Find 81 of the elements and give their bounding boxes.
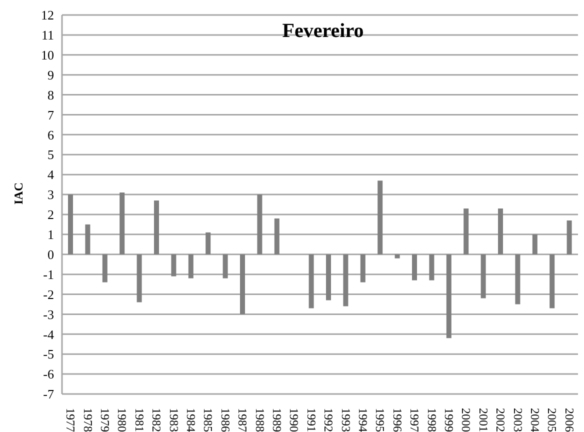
x-tick-label: 2002 <box>494 408 508 432</box>
y-tick-label: -2 <box>43 286 54 302</box>
x-tick-label: 2001 <box>476 408 490 432</box>
bar <box>532 234 538 254</box>
y-tick-label: -7 <box>43 386 54 402</box>
x-tick-label: 2006 <box>562 408 576 432</box>
bar <box>429 254 434 280</box>
x-tick-label: 1983 <box>166 408 181 432</box>
x-tick-label: 1988 <box>252 408 267 432</box>
y-tick-label: 0 <box>48 246 54 262</box>
x-tick-label: 1978 <box>80 408 95 432</box>
chart-title: Fevereiro <box>281 20 365 43</box>
bar <box>308 254 314 308</box>
x-tick-label: 2000 <box>459 408 474 432</box>
bar <box>274 218 280 254</box>
bar <box>102 254 108 282</box>
bar <box>154 200 159 254</box>
y-tick-label: -4 <box>43 326 54 342</box>
x-tick-label: 1986 <box>218 408 232 432</box>
y-tick-label: 5 <box>48 147 54 162</box>
bar <box>412 254 417 280</box>
bar <box>566 220 572 254</box>
bar <box>446 254 452 338</box>
y-tick-label: -6 <box>43 366 54 382</box>
x-tick-label: 1996 <box>390 408 404 432</box>
x-tick-label: 1994 <box>356 408 370 432</box>
bar <box>188 254 194 278</box>
bar <box>498 208 503 254</box>
x-tick-label: 1998 <box>424 408 439 432</box>
x-tick-label: 2005 <box>545 408 560 432</box>
y-tick-label: 1 <box>48 227 54 242</box>
x-tick-label: 1979 <box>98 408 112 432</box>
y-tick-label: 9 <box>48 67 54 82</box>
y-tick-label: -3 <box>43 306 54 322</box>
y-tick-label: 12 <box>41 8 54 23</box>
bar <box>378 180 383 254</box>
bar <box>136 254 142 302</box>
x-tick-label: 1980 <box>115 408 130 432</box>
bar <box>550 254 555 308</box>
x-tick-label: 1992 <box>322 408 336 432</box>
y-tick-label: 11 <box>41 28 54 43</box>
x-tick-label: 1982 <box>150 408 164 432</box>
y-tick-label: 6 <box>48 127 54 142</box>
bar <box>222 254 228 278</box>
x-tick-label: 1987 <box>236 408 250 432</box>
x-tick-label: 1977 <box>64 408 78 432</box>
bar <box>171 254 176 276</box>
x-tick-label: 2004 <box>528 408 542 432</box>
x-tick-label: 1999 <box>442 408 456 432</box>
bar <box>257 194 262 254</box>
x-tick-label: 1989 <box>270 408 284 432</box>
y-tick-label: 8 <box>48 87 54 102</box>
x-tick-label: 1984 <box>184 408 198 432</box>
y-tick-label: 4 <box>48 167 54 182</box>
bar <box>480 254 486 298</box>
bar <box>394 254 400 258</box>
bar <box>360 254 366 282</box>
bar <box>68 194 73 254</box>
y-tick-label: -1 <box>43 266 54 282</box>
bar <box>206 232 211 254</box>
y-tick-label: 2 <box>48 207 54 222</box>
y-tick-label: 7 <box>48 107 54 122</box>
bar <box>85 224 90 254</box>
bar <box>326 254 331 300</box>
x-tick-label: 2003 <box>510 408 525 432</box>
bar <box>240 254 245 314</box>
x-tick-label: 1997 <box>408 408 422 432</box>
y-tick-label: -5 <box>43 346 54 362</box>
bar <box>515 254 520 304</box>
x-tick-label: 1995 <box>373 408 388 432</box>
bar <box>464 208 469 254</box>
y-axis-title: IAC <box>11 182 26 204</box>
x-tick-label: 1993 <box>338 408 353 432</box>
y-tick-label: 3 <box>48 187 54 202</box>
bar <box>343 254 348 306</box>
x-tick-label: 1985 <box>201 408 216 432</box>
x-tick-label: 1991 <box>304 408 318 432</box>
x-tick-label: 1990 <box>287 408 302 432</box>
x-tick-label: 1981 <box>132 408 146 432</box>
y-tick-label: 10 <box>41 48 54 63</box>
bar <box>120 192 125 254</box>
